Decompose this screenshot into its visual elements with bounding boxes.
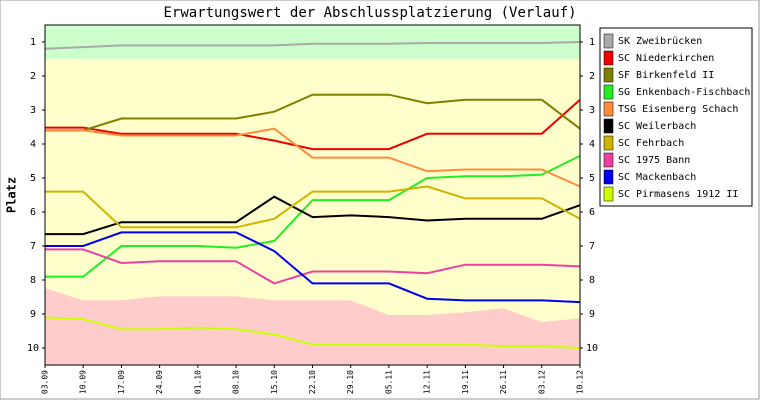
promotion-zone — [45, 25, 580, 59]
y-tick-label-right: 9 — [589, 309, 595, 320]
legend-swatch — [603, 135, 614, 151]
legend-label: SC 1975 Bann — [618, 155, 690, 166]
legend-label: SG Enkenbach-Fischbach — [618, 87, 750, 98]
y-tick-label: 10 — [27, 343, 39, 354]
x-tick-label: 08.10 — [232, 370, 241, 394]
legend-swatch — [603, 169, 614, 185]
x-tick-label: 10.09 — [79, 370, 88, 394]
series-line — [45, 155, 581, 278]
legend-label: TSG Eisenberg Schach — [618, 104, 738, 115]
y-tick-label-right: 7 — [589, 241, 595, 252]
legend-label: SC Weilerbach — [618, 121, 696, 132]
legend-label: SC Mackenbach — [618, 172, 696, 183]
series-line — [45, 195, 581, 236]
y-tick-label-right: 8 — [589, 275, 595, 286]
legend-swatch — [603, 118, 614, 134]
chart-title: Erwartungswert der Abschlussplatzierung … — [163, 5, 576, 21]
x-tick-label: 26.11 — [499, 370, 508, 394]
legend-swatch — [603, 50, 614, 66]
x-tick-label: 12.11 — [423, 370, 432, 394]
series-line — [45, 99, 581, 151]
y-tick-label: 4 — [30, 139, 36, 150]
x-tick-label: 24.09 — [155, 370, 164, 394]
x-tick-label: 10.12 — [576, 370, 585, 394]
plot-border — [44, 24, 581, 366]
y-tick-label-right: 10 — [586, 343, 598, 354]
y-axis-label: Platz — [5, 177, 19, 213]
y-tick-label: 9 — [30, 309, 36, 320]
y-tick-label: 7 — [30, 241, 36, 252]
series-line — [45, 248, 581, 285]
y-tick-label-right: 5 — [589, 173, 595, 184]
y-tick-label: 2 — [30, 71, 36, 82]
x-tick-label: 15.10 — [270, 370, 279, 394]
x-tick-label: 22.10 — [308, 370, 317, 394]
legend-label: SC Niederkirchen — [618, 53, 714, 64]
relegation-zone — [45, 288, 580, 365]
x-tick-label: 01.10 — [193, 370, 202, 394]
x-tick-label: 03.09 — [41, 370, 50, 394]
legend-swatch — [603, 33, 614, 49]
series-line — [45, 127, 581, 188]
y-tick-label-right: 1 — [589, 37, 595, 48]
legend-swatch — [603, 152, 614, 168]
y-tick-label: 5 — [30, 173, 36, 184]
legend-swatch — [603, 67, 614, 83]
y-tick-label-right: 6 — [589, 207, 595, 218]
series-line — [45, 185, 581, 229]
series-line — [45, 93, 581, 132]
legend-label: SK Zweibrücken — [618, 36, 702, 47]
x-tick-label: 29.10 — [346, 370, 355, 394]
legend-label: SC Fehrbach — [618, 138, 684, 149]
series-line — [44, 41, 581, 50]
legend-swatch — [603, 101, 614, 117]
legend-swatch — [603, 84, 614, 100]
y-tick-label-right: 2 — [589, 71, 595, 82]
x-tick-label: 03.12 — [537, 370, 546, 394]
y-tick-label-right: 3 — [589, 105, 595, 116]
legend-swatch — [603, 186, 614, 202]
series-line — [44, 316, 581, 349]
legend-label: SC Pirmasens 1912 II — [618, 189, 738, 200]
y-tick-label: 1 — [30, 37, 36, 48]
y-tick-label-right: 4 — [589, 139, 595, 150]
y-tick-label: 8 — [30, 275, 36, 286]
series-line — [45, 231, 581, 304]
y-tick-label: 3 — [30, 105, 36, 116]
x-tick-label: 17.09 — [117, 370, 126, 394]
x-tick-label: 19.11 — [461, 370, 470, 394]
legend-box — [599, 27, 753, 207]
legend-label: SF Birkenfeld II — [618, 70, 714, 81]
x-tick-label: 05.11 — [384, 370, 393, 394]
y-tick-label: 6 — [30, 207, 36, 218]
